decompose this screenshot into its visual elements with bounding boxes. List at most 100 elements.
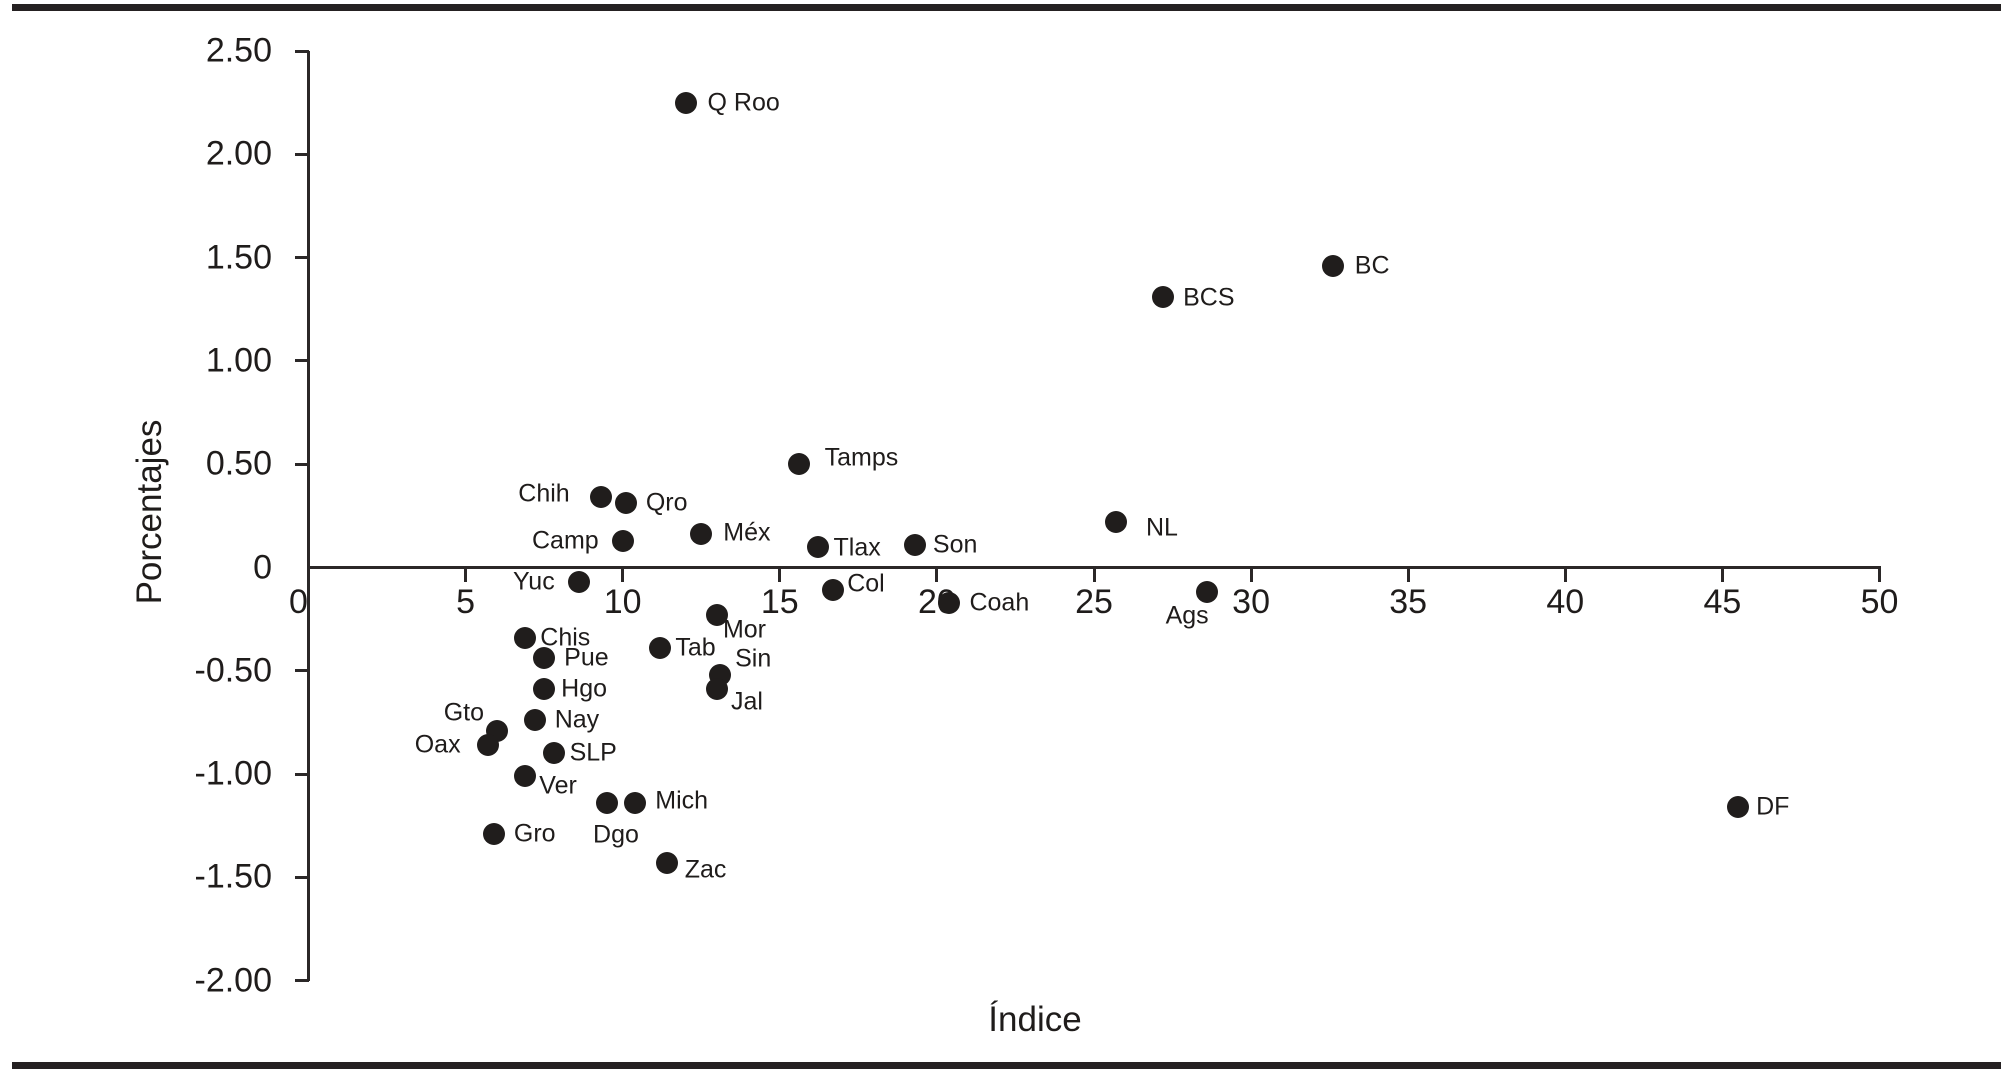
y-tick xyxy=(294,256,309,260)
data-point-label: Yuc xyxy=(513,567,555,596)
data-point xyxy=(624,792,647,815)
data-point xyxy=(1104,511,1127,534)
data-point xyxy=(822,579,845,602)
data-point-label: Ags xyxy=(1165,601,1209,630)
x-tick-label: 35 xyxy=(1389,582,1428,621)
x-tick xyxy=(1092,569,1096,582)
data-point xyxy=(655,851,678,874)
data-point xyxy=(903,533,926,556)
y-tick-label: 0.50 xyxy=(205,444,272,483)
x-tick xyxy=(464,569,468,582)
data-point-label: Nay xyxy=(554,705,600,734)
y-tick xyxy=(294,979,309,983)
data-point xyxy=(589,486,612,509)
data-point-label: Camp xyxy=(532,526,599,555)
data-point xyxy=(482,823,505,845)
x-axis-title: Índice xyxy=(988,1000,1082,1039)
y-tick-label: -1.00 xyxy=(194,754,273,793)
x-axis-line xyxy=(307,566,1881,569)
y-tick xyxy=(294,359,309,363)
y-tick-label: 0 xyxy=(253,548,272,586)
x-tick-label: 30 xyxy=(1232,582,1271,621)
data-point xyxy=(674,91,697,114)
data-point-label: Son xyxy=(932,530,978,559)
data-point xyxy=(533,647,556,670)
data-point-label: BC xyxy=(1354,251,1390,280)
data-point-label: Tab xyxy=(675,633,716,662)
data-point-label: Pue xyxy=(564,643,609,672)
x-tick xyxy=(1406,569,1410,582)
x-tick xyxy=(1878,569,1881,582)
data-point xyxy=(611,529,634,552)
data-point-label: Q Roo xyxy=(707,88,780,117)
data-point-label: Qro xyxy=(645,488,688,517)
data-point-label: Chih xyxy=(518,479,570,508)
data-point xyxy=(514,626,537,649)
data-point-label: Tlax xyxy=(833,533,881,562)
y-tick-label: 1.50 xyxy=(205,238,272,277)
data-point xyxy=(476,734,499,757)
x-tick-label: 10 xyxy=(603,582,642,621)
data-point xyxy=(806,535,829,558)
data-point-label: Zac xyxy=(684,855,727,884)
y-axis-title: Porcentajes xyxy=(130,419,169,605)
data-point xyxy=(787,453,810,476)
data-point-label: Oax xyxy=(414,730,461,759)
data-point xyxy=(1727,796,1750,819)
x-tick-label: 15 xyxy=(760,582,799,621)
x-tick-label: 0 xyxy=(289,582,308,621)
data-point xyxy=(1321,254,1344,277)
x-tick xyxy=(621,569,625,582)
data-point-label: BCS xyxy=(1183,283,1235,312)
data-point xyxy=(523,709,546,732)
data-point-label: Mich xyxy=(655,786,709,815)
data-point-label: Hgo xyxy=(561,674,608,703)
data-point xyxy=(542,742,565,765)
x-tick-label: 40 xyxy=(1546,582,1585,621)
data-point xyxy=(595,792,618,815)
x-tick-label: 50 xyxy=(1860,582,1899,621)
data-point-label: Gto xyxy=(443,698,485,727)
y-tick-label: 2.00 xyxy=(205,134,272,173)
x-tick xyxy=(778,569,782,582)
data-point-label: Col xyxy=(847,569,885,598)
data-point-label: Mor xyxy=(722,615,767,644)
x-tick xyxy=(935,569,939,582)
data-point xyxy=(1196,581,1219,604)
y-tick xyxy=(294,152,309,156)
data-point-label: Chis xyxy=(540,623,591,652)
x-tick xyxy=(1720,569,1724,582)
y-tick xyxy=(294,875,309,879)
x-tick-label: 5 xyxy=(456,582,476,621)
data-point-label: Sin xyxy=(735,644,772,673)
data-point xyxy=(938,591,961,614)
data-point xyxy=(614,492,637,515)
data-point-label: Dgo xyxy=(593,820,639,849)
x-tick-label: 45 xyxy=(1703,582,1742,621)
data-point-label: Tamps xyxy=(824,443,899,472)
y-tick xyxy=(294,772,309,776)
y-tick-label: 1.00 xyxy=(205,341,272,380)
data-point xyxy=(705,678,728,701)
y-axis-line xyxy=(307,51,310,981)
data-point-label: DF xyxy=(1756,792,1790,821)
data-point-label: Coah xyxy=(969,588,1030,617)
top-border-rule xyxy=(12,4,2001,11)
data-point xyxy=(690,523,713,546)
data-point xyxy=(705,604,728,627)
y-tick-label: 2.50 xyxy=(205,31,272,70)
data-point xyxy=(567,570,590,593)
y-tick xyxy=(294,49,309,53)
x-tick xyxy=(1249,569,1253,582)
data-point-label: SLP xyxy=(569,738,617,767)
bottom-border-rule xyxy=(12,1062,2001,1069)
y-tick xyxy=(294,462,309,466)
data-point-label: Jal xyxy=(730,687,763,716)
data-point-label: Méx xyxy=(723,518,771,547)
y-tick-label: -1.50 xyxy=(194,857,273,896)
data-point-label: Ver xyxy=(539,771,577,800)
y-tick xyxy=(294,669,309,673)
data-point xyxy=(533,678,556,701)
